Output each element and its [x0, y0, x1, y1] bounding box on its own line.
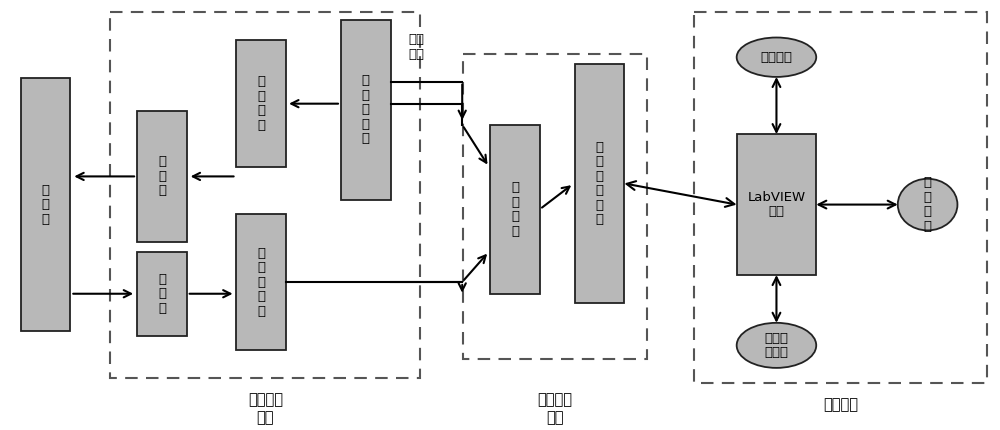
Text: 数据采集
模块: 数据采集 模块	[537, 392, 572, 425]
Text: 信号注入
模块: 信号注入 模块	[248, 392, 283, 425]
Text: 电
流
互
感
器: 电 流 互 感 器	[257, 246, 265, 317]
Text: 中
性
点: 中 性 点	[158, 273, 166, 315]
Bar	[236, 214, 286, 350]
Bar	[490, 125, 540, 294]
Bar	[137, 252, 187, 336]
Text: 保
护
单
元: 保 护 单 元	[257, 75, 265, 132]
Ellipse shape	[737, 37, 816, 77]
Bar	[737, 134, 816, 275]
Bar	[21, 78, 70, 331]
Text: 软件系统: 软件系统	[824, 397, 859, 412]
Text: 分
压
器: 分 压 器	[158, 155, 166, 197]
Ellipse shape	[737, 323, 816, 368]
Bar	[236, 40, 286, 167]
Text: 数
据
保
存: 数 据 保 存	[924, 176, 932, 233]
Bar	[110, 12, 420, 378]
Bar	[137, 111, 187, 242]
Text: LabVIEW
平台: LabVIEW 平台	[747, 191, 806, 218]
Text: 脉冲
信号: 脉冲 信号	[409, 33, 425, 61]
Ellipse shape	[898, 179, 957, 230]
Text: 信
号
发
生
器: 信 号 发 生 器	[362, 74, 370, 145]
Text: 变
压
器: 变 压 器	[42, 184, 50, 226]
Text: 数据处理: 数据处理	[760, 51, 792, 64]
Bar	[463, 55, 647, 359]
Bar	[341, 20, 391, 200]
Text: 频响曲
线绘制: 频响曲 线绘制	[764, 332, 788, 359]
Text: 信
号
调
理: 信 号 调 理	[511, 181, 519, 237]
Bar	[575, 64, 624, 303]
Bar	[694, 12, 987, 383]
Text: 数
据
采
集
单
元: 数 据 采 集 单 元	[595, 141, 603, 226]
